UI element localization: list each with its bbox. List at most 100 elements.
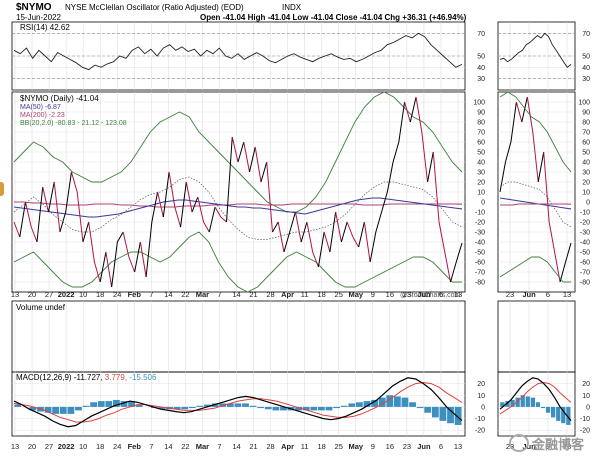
- bb-upper-line: [13, 91, 463, 213]
- price-segment: [386, 161, 394, 193]
- price-segment: [346, 221, 354, 238]
- rsi-zoom-y-tick: 50: [582, 54, 590, 61]
- main-y-tick: -20: [475, 220, 485, 227]
- macd-hist-bar: [249, 405, 257, 407]
- macd-hist-bar: [59, 406, 67, 414]
- x-tick-label: 2022: [58, 442, 75, 451]
- macd-hist-bar: [272, 406, 280, 411]
- zoom-price-segment: [532, 131, 539, 183]
- macd-hist-bar: [14, 404, 22, 407]
- macd-hist-bar: [409, 402, 416, 407]
- x-tick-label: 14: [232, 442, 240, 451]
- price-segment: [421, 131, 429, 183]
- x-tick-label: 11: [301, 290, 309, 299]
- price-segment: [323, 231, 331, 253]
- x-tick-label: 7: [217, 442, 221, 451]
- main-y-tick: 0: [481, 200, 485, 207]
- wechat-icon: [509, 434, 529, 452]
- zoom-x-tick-label: Jun: [522, 290, 536, 299]
- price-segment: [220, 216, 227, 223]
- price-segment: [248, 146, 256, 173]
- macd-hist-bar: [52, 406, 60, 414]
- main-zoom-y-tick: -60: [580, 260, 590, 267]
- price-segment: [180, 181, 187, 228]
- rsi-zoom-y-tick: 70: [582, 31, 590, 38]
- main-y-tick: -40: [475, 240, 485, 247]
- macd-hist-bar: [447, 406, 454, 424]
- price-segment: [427, 151, 434, 183]
- price-segment: [105, 251, 113, 288]
- zoom-macd-hist-bar: [515, 397, 520, 407]
- x-tick-label: 11: [301, 442, 309, 451]
- macd-label-c: -15.506: [129, 373, 157, 382]
- macd-hist-bar: [158, 406, 166, 410]
- zoom-macd-hist-bar: [525, 396, 530, 407]
- rsi-y-tick: 30: [477, 76, 485, 83]
- macd-zoom-y-tick: -20: [580, 428, 590, 435]
- price-segment: [214, 206, 222, 218]
- price-segment: [266, 161, 273, 233]
- zoom-x-tick-label: 23: [506, 290, 514, 299]
- price-segment: [415, 96, 423, 133]
- rsi-line: [13, 32, 463, 71]
- price-segment: [122, 231, 130, 258]
- price-segment: [369, 231, 377, 263]
- price-segment: [438, 221, 446, 253]
- main-y-tick: 50: [477, 150, 485, 157]
- price-segment: [13, 221, 21, 238]
- macd-hist-bar: [401, 397, 409, 407]
- macd-hist-bar: [295, 406, 303, 411]
- main-y-tick: 10: [477, 190, 485, 197]
- main-y-tick: -10: [475, 210, 485, 217]
- price-segment: [243, 141, 250, 173]
- x-tick-label: 14: [232, 290, 240, 299]
- macd-hist-bar: [105, 401, 113, 407]
- zoom-price-segment: [515, 101, 523, 123]
- price-segment: [47, 181, 55, 213]
- macd-hist-bar: [310, 406, 318, 411]
- ma50-label: MA(50) -6.87: [20, 104, 61, 111]
- main-y-tick: -80: [475, 280, 485, 287]
- macd-hist-bar: [424, 406, 432, 413]
- price-segment: [358, 221, 365, 248]
- bb-middle-line: [13, 176, 463, 240]
- price-segment: [455, 242, 463, 263]
- x-tick-label: 25: [335, 290, 343, 299]
- main-y-tick: 90: [477, 110, 485, 117]
- macd-y-tick: -10: [475, 416, 485, 423]
- main-y-tick: 70: [477, 130, 485, 137]
- x-tick-label: 18: [96, 442, 104, 451]
- price-segment: [300, 221, 308, 243]
- x-tick-label: Apr: [281, 290, 294, 299]
- macd-label: MACD(12,26,9) -11.727, 3.779, -15.506: [16, 373, 156, 382]
- zoom-x-tick-label: Jun: [522, 442, 536, 451]
- rsi-label: RSI(14) 42.62: [20, 23, 70, 32]
- rsi-y-tick: 50: [477, 54, 485, 61]
- zoom-price-segment: [537, 151, 545, 183]
- zoom-bb-middle-line: [499, 181, 572, 228]
- macd-hist-bar: [135, 404, 143, 407]
- zoom-price-segment: [565, 242, 572, 263]
- zoom-macd-hist-bar: [505, 401, 510, 407]
- price-segment: [168, 171, 176, 208]
- macd-hist-bar: [431, 406, 439, 418]
- price-segment: [151, 191, 159, 223]
- price-segment: [283, 231, 291, 253]
- main-zoom-y-tick: -70: [580, 270, 590, 277]
- price-segment: [306, 221, 314, 253]
- x-tick-label: 28: [266, 442, 274, 451]
- price-segment: [208, 206, 216, 233]
- macd-hist-bar: [234, 403, 242, 407]
- zoom-macd-hist-bar: [545, 406, 551, 413]
- zoom-macd-signal-line: [499, 381, 572, 415]
- chart-symbol: $NYMO: [16, 2, 52, 13]
- price-segment: [392, 141, 400, 163]
- main-symbol-label: $NYMO (Daily) -41.04: [20, 94, 99, 103]
- macd-hist-bar: [355, 402, 363, 407]
- main-zoom-y-tick: 70: [582, 130, 590, 137]
- zoom-macd-hist-bar: [556, 406, 561, 421]
- x-tick-label: 13: [454, 442, 462, 451]
- price-segment: [93, 261, 101, 283]
- x-tick-label: 27: [45, 290, 53, 299]
- x-tick-label: 13: [454, 290, 462, 299]
